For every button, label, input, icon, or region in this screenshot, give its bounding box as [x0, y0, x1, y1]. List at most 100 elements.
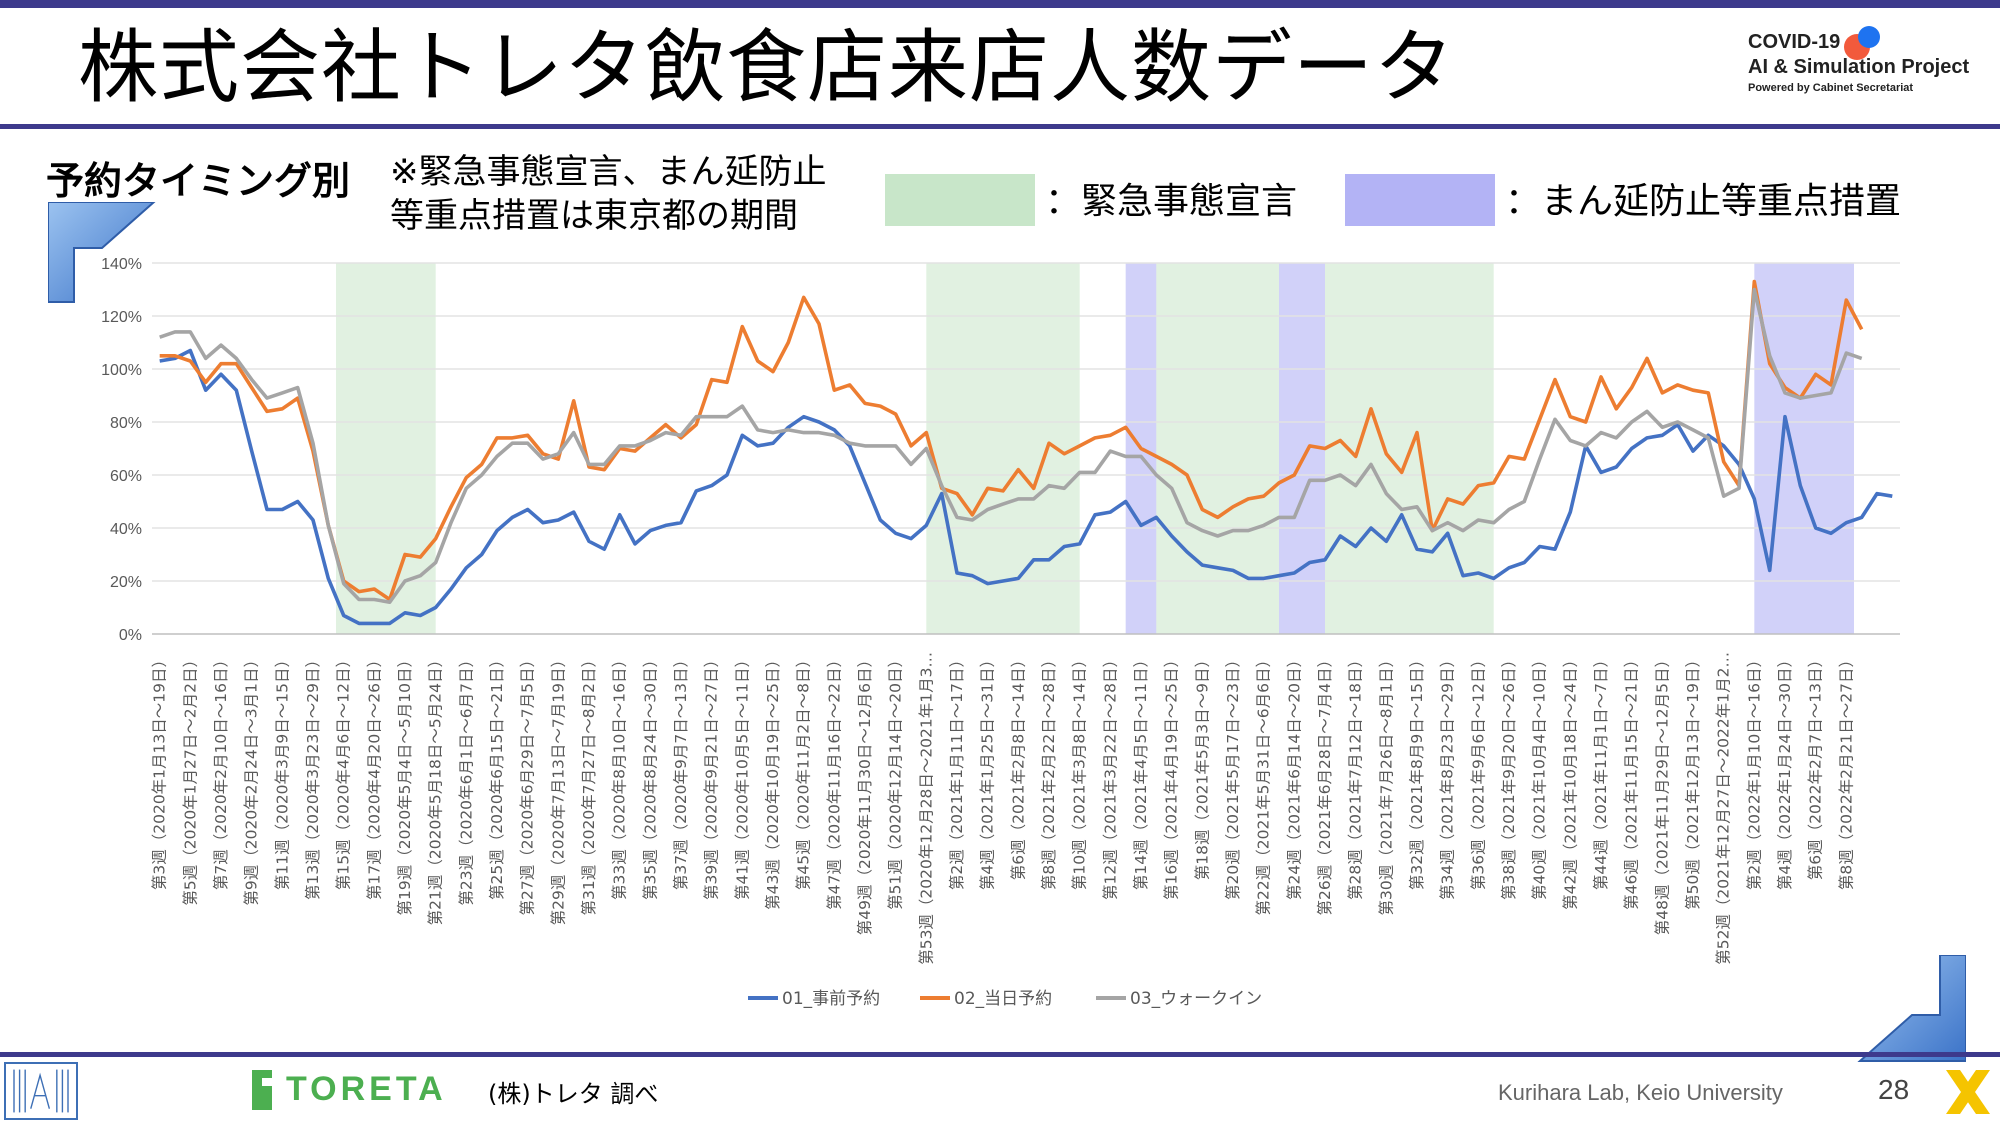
x-tick-label: 第45週（2020年11月2日～8日） — [795, 652, 813, 890]
emergency-legend-label: ：緊急事態宣言 — [1045, 181, 1298, 222]
x-brand-icon — [1946, 1070, 1990, 1114]
x-tick-label: 第8週（2022年2月21日～27日） — [1837, 652, 1855, 890]
y-tick-label: 120% — [101, 309, 142, 326]
x-tick-label: 第41週（2020年10月5日～11日） — [733, 652, 751, 900]
x-tick-label: 第7週（2020年2月10日～16日） — [212, 652, 230, 890]
y-tick-label: 20% — [110, 574, 142, 591]
x-tick-label: 第22週（2021年5月31日～6月6日） — [1255, 652, 1273, 915]
corner-arrow-top-left-icon — [48, 202, 156, 303]
lab-logo-icon — [4, 1062, 78, 1120]
emergency-band-0 — [336, 263, 436, 634]
x-tick-label: 第10週（2021年3月8日～14日） — [1071, 652, 1089, 890]
x-tick-label: 第40週（2021年10月4日～10日） — [1531, 652, 1549, 900]
x-tick-label: 第9週（2020年2月24日～3月1日） — [243, 652, 261, 906]
x-tick-label: 第53週（2020年12月28日～2021年1月3… — [917, 652, 935, 965]
x-tick-label: 第13週（2020年3月23日～29日） — [304, 652, 322, 900]
y-tick-label: 40% — [110, 521, 142, 538]
x-tick-label: 第28週（2021年7月12日～18日） — [1347, 652, 1365, 900]
x-tick-label: 第37週（2020年9月7日～13日） — [672, 652, 690, 890]
chart-subheading: 予約タイミング別 — [46, 159, 351, 203]
x-tick-label: 第4週（2021年1月25日～31日） — [979, 652, 997, 890]
x-tick-label: 第47週（2020年11月16日～22日） — [825, 652, 843, 910]
priority-legend-swatch — [1345, 174, 1495, 226]
x-tick-label: 第8週（2021年2月22日～28日） — [1040, 652, 1058, 890]
priority-band-6 — [1754, 263, 1854, 634]
x-tick-label: 第39週（2020年9月21日～27日） — [703, 652, 721, 900]
y-tick-label: 60% — [110, 468, 142, 485]
x-tick-label: 第38週（2021年9月20日～26日） — [1500, 652, 1518, 900]
x-tick-label: 第23週（2020年6月1日～6月7日） — [457, 652, 475, 906]
legend-label-2: 02_当日予約 — [954, 989, 1052, 1009]
x-tick-label: 第46週（2021年11月15日～21日） — [1623, 652, 1641, 910]
x-tick-label: 第51週（2020年12月14日～20日） — [887, 652, 905, 910]
chart-canvas: 0% 20% 40% 60% 80% 100% 120% 140% 第3週（2020年1月13日… — [101, 256, 1900, 1009]
period-note-line2: 等重点措置は東京都の期間 — [390, 196, 798, 236]
toreta-brand: TORETA — [286, 1070, 447, 1108]
y-tick-label: 80% — [110, 415, 142, 432]
x-tick-label: 第48週（2021年11月29日～12月5日） — [1653, 652, 1671, 935]
x-tick-label: 第2週（2021年1月11日～17日） — [948, 652, 966, 890]
x-tick-label: 第17週（2020年4月20日～26日） — [365, 652, 383, 900]
series-line-1 — [159, 348, 1893, 626]
x-tick-label: 第43週（2020年10月19日～25日） — [764, 652, 782, 910]
y-tick-label: 140% — [101, 256, 142, 273]
x-tick-label: 第34週（2021年8月23日～29日） — [1439, 652, 1457, 900]
emergency-band-3 — [1156, 263, 1279, 634]
x-tick-label: 第26週（2021年6月28日～7月4日） — [1316, 652, 1334, 915]
x-tick-label: 第15週（2020年4月6日～12日） — [335, 652, 353, 890]
x-tick-label: 第18週（2021年5月3日～9日） — [1193, 652, 1211, 880]
x-tick-label: 第21週（2020年5月18日～5月24日） — [427, 652, 445, 925]
logo-line1: COVID-19 — [1748, 31, 1841, 53]
x-tick-label: 第32週（2021年8月9日～15日） — [1408, 652, 1426, 890]
x-tick-label: 第5週（2020年1月27日～2月2日） — [181, 652, 199, 906]
x-tick-label: 第11週（2020年3月9日～15日） — [273, 652, 291, 890]
page-title: 株式会社トレタ飲食店来店人数データ — [78, 21, 1455, 114]
toreta-logo-icon — [252, 1070, 272, 1110]
page-number: 28 — [1878, 1074, 1910, 1105]
x-tick-label: 第52週（2021年12月27日～2022年1月2… — [1715, 652, 1733, 965]
top-accent-bar — [0, 0, 2000, 8]
x-tick-label: 第24週（2021年6月14日～20日） — [1285, 652, 1303, 900]
period-note-line1: ※緊急事態宣言、まん延防止 — [390, 152, 827, 192]
x-tick-label: 第20週（2021年5月17日～23日） — [1224, 652, 1242, 900]
lab-credit: Kurihara Lab, Keio University — [1498, 1080, 1783, 1105]
series-line-2 — [159, 279, 1864, 602]
title-divider — [0, 124, 2000, 129]
period-note: ※緊急事態宣言、まん延防止 等重点措置は東京都の期間 — [390, 150, 827, 238]
x-tick-label: 第27週（2020年6月29日～7月5日） — [519, 652, 537, 915]
x-tick-label: 第44週（2021年11月1日～7日） — [1592, 652, 1610, 890]
x-tick-label: 第31週（2020年7月27日～8月2日） — [580, 652, 598, 915]
covid-project-logo: COVID-19 AI & Simulation Project Powered… — [1748, 26, 1988, 118]
x-tick-label: 第36週（2021年9月6日～12日） — [1469, 652, 1487, 890]
legend-label-3: 03_ウォークイン — [1130, 989, 1262, 1009]
data-source: (株)トレタ 調べ — [488, 1080, 659, 1108]
x-tick-label: 第29週（2020年7月13日～7月19日） — [549, 652, 567, 925]
emergency-legend-swatch — [885, 174, 1035, 226]
priority-legend-label: ：まん延防止等重点措置 — [1505, 181, 1902, 222]
logo-line2: AI & Simulation Project — [1748, 56, 1970, 78]
x-tick-label: 第6週（2021年2月8日～14日） — [1009, 652, 1027, 880]
x-tick-label: 第4週（2022年1月24日～30日） — [1776, 652, 1794, 890]
x-tick-label: 第42週（2021年10月18日～24日） — [1561, 652, 1579, 910]
y-tick-label: 0% — [119, 627, 142, 644]
x-tick-label: 第3週（2020年1月13日～19日） — [151, 652, 169, 890]
x-tick-label: 第35週（2020年8月24日～30日） — [641, 652, 659, 900]
x-tick-label: 第16週（2021年4月19日～25日） — [1163, 652, 1181, 900]
x-tick-label: 第14週（2021年4月5日～11日） — [1132, 652, 1150, 890]
corner-arrow-bottom-right-icon — [1857, 955, 1966, 1062]
logo-blue-dot — [1858, 26, 1880, 48]
x-tick-label: 第30週（2021年7月26日～8月1日） — [1377, 652, 1395, 915]
x-tick-label: 第2週（2022年1月10日～16日） — [1745, 652, 1763, 890]
x-tick-label: 第50週（2021年12月13日～19日） — [1684, 652, 1702, 910]
legend-label-1: 01_事前予約 — [782, 989, 880, 1009]
x-tick-label: 第12週（2021年3月22日～28日） — [1101, 652, 1119, 900]
y-tick-label: 100% — [101, 362, 142, 379]
series-line-3 — [159, 287, 1863, 604]
x-tick-label: 第19週（2020年5月4日～5月10日） — [396, 652, 414, 915]
x-tick-label: 第49週（2020年11月30日～12月6日） — [856, 652, 874, 935]
logo-line3: Powered by Cabinet Secretariat — [1748, 82, 1914, 94]
footer-divider — [0, 1052, 2000, 1057]
x-tick-label: 第25週（2020年6月15日～21日） — [488, 652, 506, 900]
x-tick-label: 第6週（2022年2月7日～13日） — [1807, 652, 1825, 880]
x-tick-label: 第33週（2020年8月10日～16日） — [611, 652, 629, 900]
